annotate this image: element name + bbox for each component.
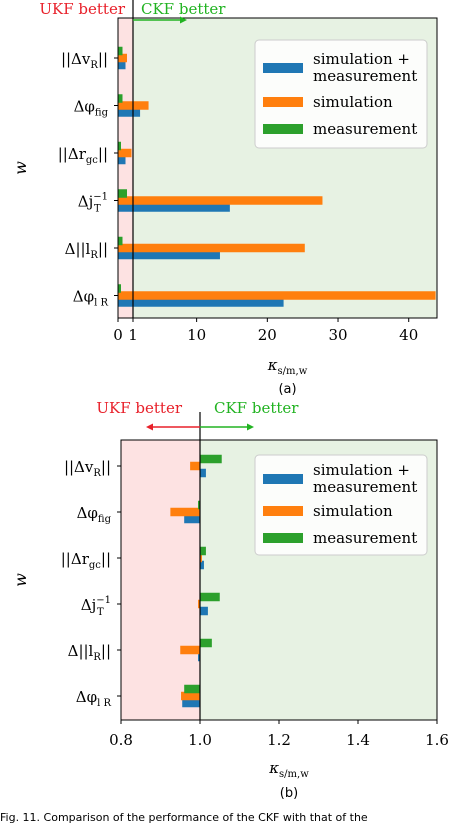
x-axis-label: κs/m,w xyxy=(267,356,308,377)
figure-caption: Fig. 11. Comparison of the performance o… xyxy=(0,811,368,823)
arrow-ckf-head xyxy=(180,16,187,24)
bar-sim_meas-5 xyxy=(118,298,284,307)
bar-sim-5 xyxy=(118,291,436,300)
tick-label-category-0: ||ΔvR|| xyxy=(61,50,108,71)
bar-sim_meas-3 xyxy=(118,203,230,212)
legend-label-sim_meas: simulation + xyxy=(313,461,410,479)
x-tick-label-3: 20 xyxy=(258,326,277,344)
annotation-ckf-better: CKF better xyxy=(141,0,226,18)
ukf-better-region xyxy=(121,440,200,720)
x-tick-label-3: 1.4 xyxy=(346,731,370,749)
bar-sim-5 xyxy=(181,691,200,701)
bar-meas-3 xyxy=(200,592,220,602)
arrow-ukf-head xyxy=(146,423,153,431)
x-tick-label-0: 0.8 xyxy=(109,731,133,749)
x-axis-label: κs/m,w xyxy=(268,759,309,780)
tick-label-category-1: Δφfig xyxy=(77,504,112,525)
legend-swatch-sim xyxy=(263,97,303,107)
chart-panel-a: ||ΔvR|| Δφfig ||Δrgc|| Δj−1 T Δ||lR|| Δφl R0 1 1… xyxy=(11,0,438,397)
bar-meas-3 xyxy=(118,189,127,198)
annotation-ckf-better: CKF better xyxy=(214,399,299,417)
legend-swatch-sim xyxy=(263,506,303,516)
x-tick-label-1: 1 xyxy=(128,326,138,344)
bar-sim-0 xyxy=(118,53,127,63)
chart-panel-b: ||ΔvR|| Δφfig ||Δrgc|| Δj−1 T Δ||lR|| Δφl R 0.8… xyxy=(11,399,449,801)
bar-sim-2 xyxy=(200,553,202,563)
legend-label-sim_meas-2: measurement xyxy=(313,67,417,85)
bar-sim-4 xyxy=(180,645,200,655)
bar-sim_meas-4 xyxy=(118,250,220,260)
legend-label-sim: simulation xyxy=(313,93,393,111)
bar-sim-4 xyxy=(118,243,305,253)
bar-sim-2 xyxy=(118,148,132,158)
bar-sim-1 xyxy=(170,507,200,517)
tick-label-category-3: Δj−1 T xyxy=(81,595,111,618)
tick-label-category-5: Δφl R xyxy=(76,688,112,709)
tick-label-category-4: Δ||lR|| xyxy=(68,642,111,663)
legend-label-sim_meas: simulation + xyxy=(313,50,410,68)
bar-meas-5 xyxy=(184,684,200,694)
bar-sim_meas-0 xyxy=(200,468,206,478)
legend-swatch-meas xyxy=(263,533,303,543)
tick-label-category-2: ||Δrgc|| xyxy=(61,550,111,571)
bar-sim_meas-5 xyxy=(182,698,200,708)
bar-sim_meas-2 xyxy=(118,155,126,165)
tick-label-category-5: Δφl R xyxy=(73,288,109,309)
x-tick-label-0: 0 xyxy=(113,326,123,344)
legend-swatch-sim_meas xyxy=(263,474,303,484)
tick-label-category-0: ||ΔvR|| xyxy=(64,458,111,479)
bar-sim_meas-4 xyxy=(198,652,200,662)
legend-label-meas: measurement xyxy=(313,120,417,138)
x-tick-label-1: 1.0 xyxy=(188,731,212,749)
legend-label-sim: simulation xyxy=(313,502,393,520)
legend-label-sim_meas-2: measurement xyxy=(313,478,417,496)
bar-meas-5 xyxy=(118,284,121,293)
tick-label-category-2: ||Δrgc|| xyxy=(58,145,108,166)
bar-sim_meas-3 xyxy=(200,606,208,616)
bar-meas-0 xyxy=(118,46,123,56)
x-tick-label-4: 1.6 xyxy=(425,731,449,749)
annotation-ukf-better: UKF better xyxy=(96,399,182,417)
bar-sim-0 xyxy=(190,461,200,471)
bar-meas-2 xyxy=(200,546,206,556)
x-tick-label-2: 10 xyxy=(187,326,206,344)
panel-label: (b) xyxy=(280,786,298,801)
bar-sim_meas-0 xyxy=(118,60,126,70)
tick-label-category-4: Δ||lR|| xyxy=(65,240,108,261)
y-axis-label: w xyxy=(11,573,30,587)
x-tick-label-2: 1.2 xyxy=(267,731,291,749)
bar-sim-3 xyxy=(198,599,200,609)
bar-meas-1 xyxy=(198,500,200,510)
bar-meas-1 xyxy=(118,94,123,103)
y-axis-label: w xyxy=(11,161,30,175)
x-tick-label-5: 40 xyxy=(399,326,418,344)
tick-label-category-1: Δφfig xyxy=(74,98,109,119)
legend-label-meas: measurement xyxy=(313,529,417,547)
bar-sim_meas-1 xyxy=(118,108,141,117)
annotation-ukf-better: UKF better xyxy=(39,0,125,18)
x-tick-label-4: 30 xyxy=(328,326,347,344)
arrow-ckf-head xyxy=(247,423,254,431)
bar-sim_meas-2 xyxy=(200,560,204,570)
panel-label: (a) xyxy=(278,382,296,397)
legend-swatch-meas xyxy=(263,124,303,134)
bar-sim-3 xyxy=(118,196,323,205)
axes-frame xyxy=(117,17,438,319)
tick-label-category-3: Δj−1 T xyxy=(78,192,108,215)
bar-meas-4 xyxy=(200,638,212,648)
bar-sim_meas-1 xyxy=(184,514,200,524)
bar-meas-0 xyxy=(200,454,222,464)
bar-meas-4 xyxy=(118,236,123,246)
legend-swatch-sim_meas xyxy=(263,63,303,73)
bar-meas-2 xyxy=(118,141,121,151)
